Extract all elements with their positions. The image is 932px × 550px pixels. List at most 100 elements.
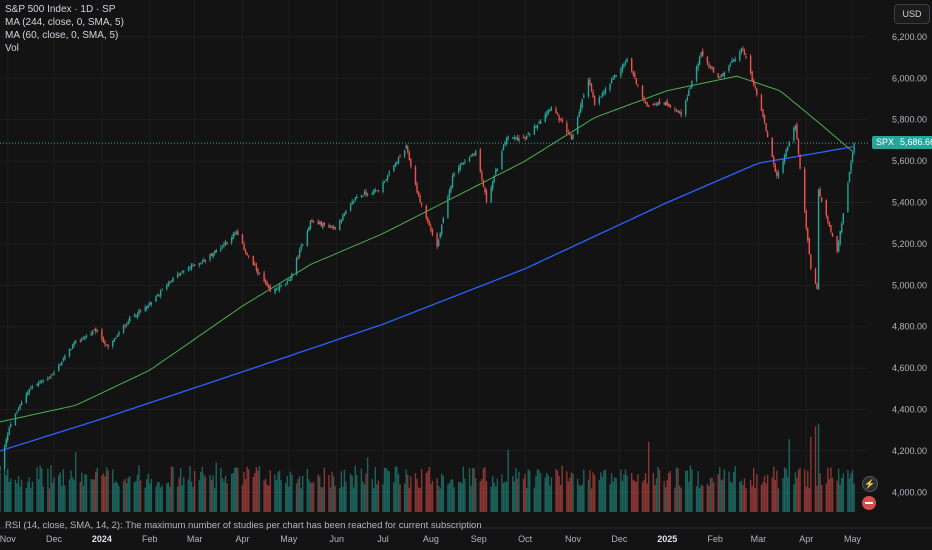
price-tick-label: 4,200.00 [892,446,927,456]
candle-body [539,121,542,125]
candle-body [280,284,282,287]
candle-body [70,349,72,351]
candle-body [170,280,173,282]
volume-bar [847,470,849,512]
candle-body [204,259,207,261]
candle-body [817,190,820,289]
candle-body [448,190,451,197]
candle-body [41,381,43,383]
volume-bar [144,487,146,512]
volume-bar [549,485,551,512]
candle-body [805,210,807,229]
volume-legend[interactable]: Vol [5,43,19,54]
volume-bar [8,482,10,512]
volume-bar [439,488,441,512]
candle-body [334,226,336,230]
volume-bar [39,465,41,512]
candle-body [794,125,797,129]
currency-button[interactable]: USD [894,4,930,24]
candle-body [320,221,322,227]
candle-body [181,271,183,273]
volume-bar [427,470,429,512]
candle-body [610,79,613,84]
candle-body [788,141,790,147]
ma-60-legend[interactable]: MA (60, close, 0, SMA, 5) [5,30,119,41]
volume-bar [814,426,817,512]
candle-body [129,316,131,322]
volume-bar [643,479,645,512]
ma-244-legend[interactable]: MA (244, close, 0, SMA, 5) [5,17,124,28]
candle-body [198,263,200,265]
volume-bar [374,467,377,512]
volume-bar [257,470,259,512]
candle-body [62,358,65,361]
candle-body [417,191,420,196]
volume-bar [352,487,355,512]
candle-body [85,335,88,338]
price-tick-label: 6,000.00 [892,73,927,83]
earnings-event-icon[interactable] [862,496,876,510]
candle-body [436,233,438,247]
candle-body [732,60,735,62]
candle-body [668,104,670,107]
time-tick-label: Feb [142,534,158,544]
volume-bar [17,476,20,512]
volume-bar [252,476,254,512]
volume-bar [754,487,756,512]
volume-bar [634,480,636,512]
candle-body [561,119,563,123]
volume-bar [220,467,222,512]
volume-bar [675,467,678,512]
candle-body [57,365,60,372]
candle-body [626,58,628,62]
volume-bar [221,478,224,512]
volume-bar [115,480,117,512]
candle-body [695,67,698,81]
candle-body [226,242,228,244]
candle-body [156,295,159,297]
candle-body [634,73,636,77]
candle-body [399,156,401,158]
lightning-icon[interactable]: ⚡ [862,476,878,492]
volume-bar [646,483,648,512]
volume-bar [230,473,233,512]
volume-bar [47,468,49,512]
volume-bar [280,480,282,512]
volume-bar [490,486,492,512]
volume-bar [41,468,43,512]
volume-bar [763,475,766,512]
rsi-study-notice: RSI (14, close, SMA, 14, 2): The maximum… [5,520,482,531]
candle-body [458,167,460,173]
candle-body [125,324,128,326]
candle-body [807,228,809,240]
candle-body [677,110,679,112]
volume-bar [30,488,32,512]
volume-bar [581,484,583,512]
candle-body [221,245,224,247]
candle-body [505,138,508,145]
volume-bar [213,488,216,512]
candle-body [722,73,724,76]
volume-bar [70,470,72,512]
candle-body [342,215,344,221]
volume-bar [91,479,94,512]
candle-body [669,105,672,108]
symbol-title[interactable]: S&P 500 Index · 1D · SP [5,4,116,15]
candle-body [322,223,324,228]
candle-body [518,137,520,142]
volume-bar [201,466,204,512]
volume-bar [700,484,702,512]
candle-body [566,123,568,133]
volume-bar [430,483,432,512]
volume-bar [827,467,829,512]
candle-body [329,226,332,228]
volume-bar [104,476,106,512]
volume-bar [785,468,787,512]
candle-body [729,63,732,65]
candle-body [312,221,315,223]
volume-bar [525,487,528,512]
volume-bars [0,423,855,512]
time-tick-label: Jun [329,534,344,544]
candle-body [686,97,688,101]
